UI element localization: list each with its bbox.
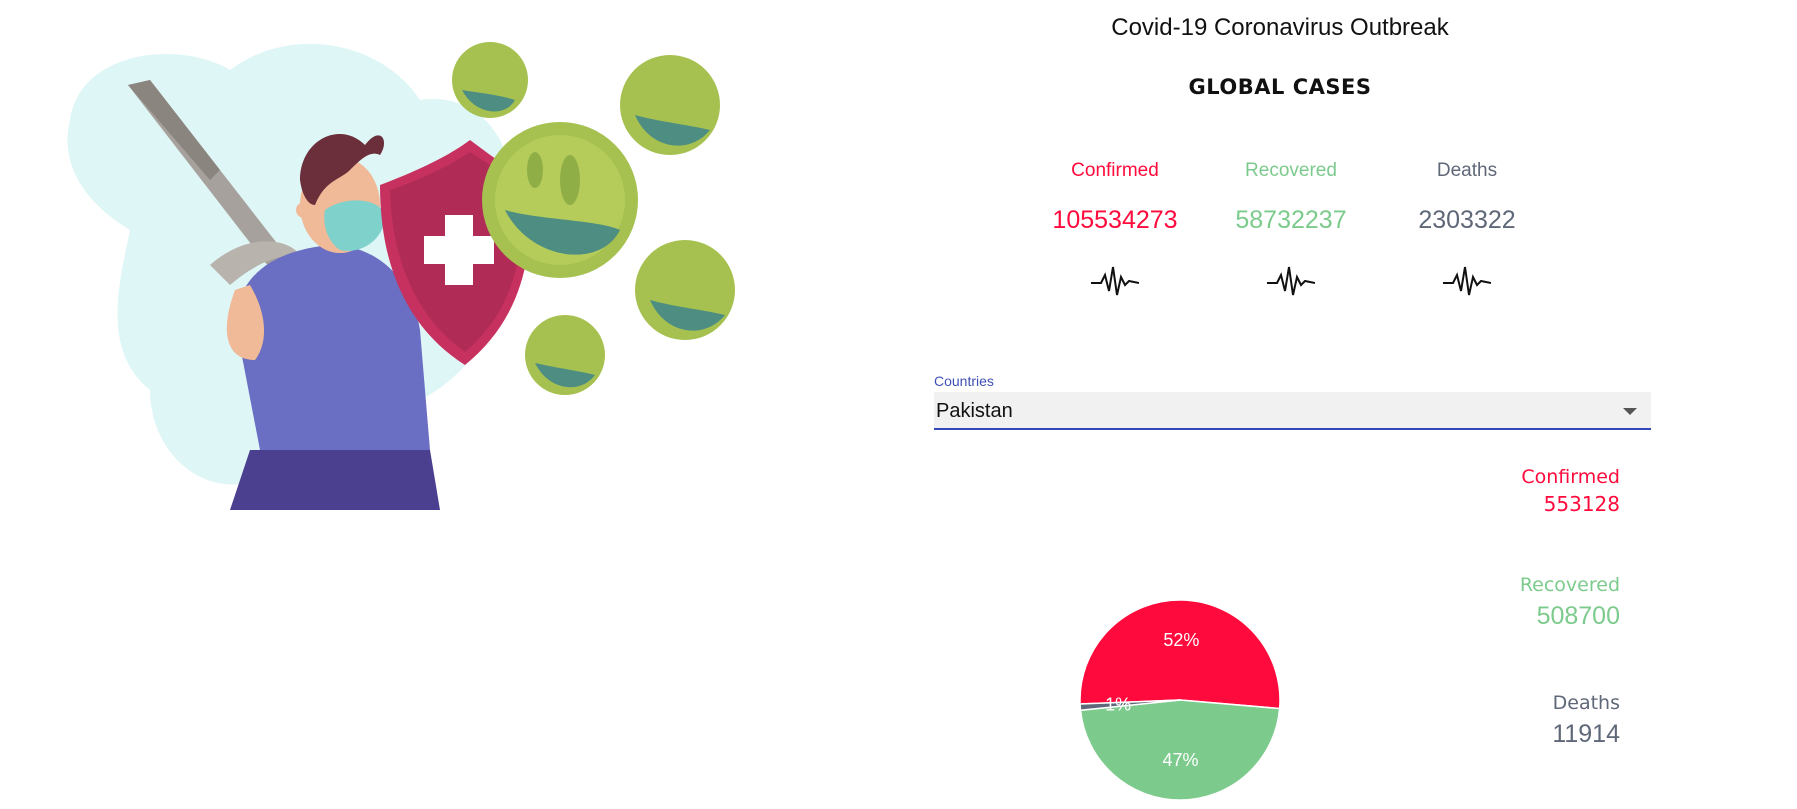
country-recovered: Recovered 508700: [1520, 574, 1620, 631]
global-deaths-value: 2303322: [1418, 206, 1516, 234]
covid-illustration: [67, 42, 735, 510]
country-recovered-label: Recovered: [1519, 574, 1620, 596]
country-deaths: Deaths 11914: [1552, 692, 1620, 749]
global-confirmed-card: Confirmed 105534273: [1030, 160, 1200, 299]
virus-icon-right: [635, 240, 735, 340]
countries-selected-value: Pakistan: [936, 400, 1013, 422]
virus-icon-top: [452, 42, 528, 118]
country-confirmed-value: 553128: [1543, 492, 1620, 516]
countries-field-label: Countries: [934, 373, 994, 389]
person-figure: [226, 133, 440, 510]
pie-slice-recovered: [1079, 699, 1281, 801]
heartbeat-icon: [1091, 266, 1139, 296]
heartbeat-icon: [1443, 266, 1491, 296]
page-title: Covid-19 Coronavirus Outbreak: [1111, 14, 1449, 41]
global-recovered-card: Recovered 58732237: [1206, 160, 1376, 299]
global-recovered-value: 58732237: [1235, 206, 1347, 234]
global-confirmed-label: Confirmed: [1071, 160, 1159, 181]
country-deaths-label: Deaths: [1552, 692, 1620, 714]
heartbeat-icon: [1267, 266, 1315, 296]
pie-slice-deaths: [1079, 699, 1181, 712]
pie-slice-confirmed: [1079, 599, 1281, 710]
country-recovered-value: 508700: [1536, 602, 1620, 630]
country-confirmed: Confirmed 553128: [1521, 466, 1620, 516]
country-pie-chart: 52% 47% 1%: [1079, 599, 1281, 801]
countries-select[interactable]: Pakistan: [934, 392, 1651, 430]
global-deaths-card: Deaths 2303322: [1382, 160, 1552, 299]
dropdown-arrow-icon[interactable]: [1623, 408, 1637, 415]
pie-label-deaths: 1%: [1105, 694, 1131, 714]
global-confirmed-value: 105534273: [1052, 206, 1178, 234]
pie-label-confirmed: 52%: [1163, 630, 1199, 650]
global-cases-heading: GLOBAL CASES: [1188, 75, 1372, 99]
pie-label-recovered: 47%: [1162, 750, 1198, 770]
virus-icon-bottom: [525, 315, 605, 395]
virus-icon-top-right: [620, 55, 720, 155]
virus-icon-large: [482, 122, 638, 278]
country-confirmed-label: Confirmed: [1521, 466, 1620, 488]
country-deaths-value: 11914: [1552, 720, 1620, 748]
global-recovered-label: Recovered: [1245, 160, 1337, 181]
global-deaths-label: Deaths: [1436, 160, 1498, 181]
